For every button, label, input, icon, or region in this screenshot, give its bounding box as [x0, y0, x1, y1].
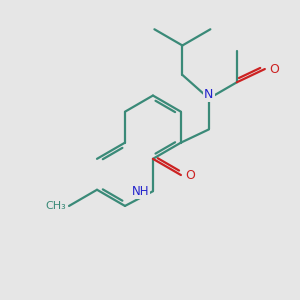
Text: N: N: [204, 88, 214, 101]
Text: O: O: [185, 169, 195, 182]
Text: NH: NH: [132, 185, 149, 198]
Text: O: O: [269, 62, 279, 76]
Text: CH₃: CH₃: [45, 201, 66, 211]
